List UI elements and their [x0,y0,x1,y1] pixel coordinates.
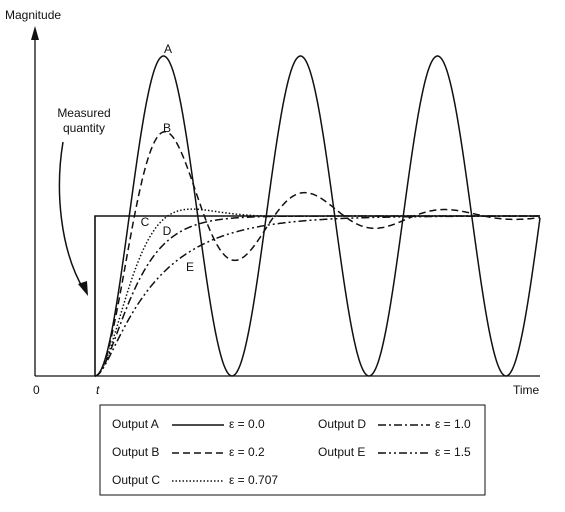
response-curve [94,215,540,377]
legend-output: Output C [112,473,160,487]
legend-output: Output A [112,417,159,431]
legend-output: Output B [112,445,159,459]
y-axis-arrow [31,26,39,40]
annotation-arrowhead [78,281,88,296]
legend-label: ε = 1.0 [435,417,471,431]
annotation-arrow [58,141,85,291]
response-curve [94,215,540,377]
response-curve [94,55,541,377]
curve-label: B [163,121,171,135]
legend-box [99,404,486,496]
curve-label: E [186,260,194,274]
legend-label: ε = 0.707 [229,473,278,487]
annotation-line: Measured [57,106,110,120]
response-curve [94,130,541,377]
step-time-label: t [96,383,100,397]
curve-label: D [163,224,172,238]
legend-output: Output E [318,445,365,459]
y-axis-label: Magnitude [5,8,61,22]
legend-label: ε = 1.5 [435,445,471,459]
curve-label: A [164,42,172,56]
step-input [94,215,540,376]
curves [94,55,541,377]
legend-label: ε = 0.2 [229,445,265,459]
origin-label: 0 [33,383,40,397]
legend: Output A ε = 0.0 Output B ε = 0.2 Output C ε … [112,417,471,487]
legend-output: Output D [318,417,366,431]
x-axis-label: Time [513,383,540,397]
curve-label: C [141,215,150,229]
annotation-line: quantity [63,121,105,135]
legend-label: ε = 0.0 [229,417,265,431]
